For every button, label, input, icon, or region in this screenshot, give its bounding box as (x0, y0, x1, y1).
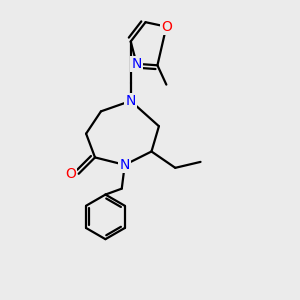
Text: N: N (119, 158, 130, 172)
Text: N: N (125, 94, 136, 108)
Text: O: O (161, 20, 172, 34)
Text: N: N (131, 57, 142, 71)
Text: O: O (65, 167, 76, 181)
